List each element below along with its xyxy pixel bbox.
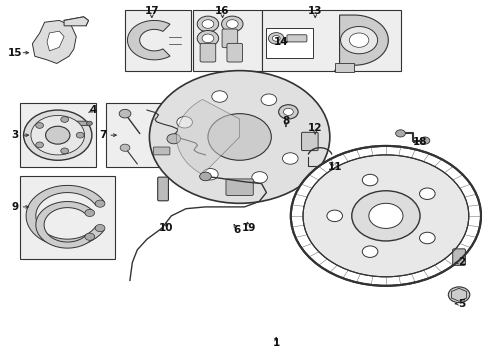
Text: 18: 18 — [412, 138, 427, 147]
Circle shape — [211, 91, 227, 102]
Text: 6: 6 — [233, 225, 240, 235]
Circle shape — [368, 203, 402, 228]
Polygon shape — [36, 202, 93, 248]
Text: 1: 1 — [272, 338, 279, 348]
Circle shape — [95, 200, 105, 207]
Circle shape — [202, 20, 213, 28]
Bar — [193, 10, 261, 71]
Text: 2: 2 — [457, 257, 464, 267]
Circle shape — [447, 287, 469, 303]
Circle shape — [351, 191, 419, 241]
Circle shape — [340, 27, 377, 54]
Circle shape — [95, 225, 105, 231]
Circle shape — [283, 108, 293, 116]
Circle shape — [221, 16, 243, 32]
Circle shape — [197, 31, 218, 46]
Text: 9: 9 — [12, 202, 19, 212]
FancyBboxPatch shape — [158, 177, 168, 201]
Bar — [20, 176, 115, 259]
Polygon shape — [334, 63, 353, 72]
Circle shape — [141, 24, 148, 30]
Circle shape — [31, 116, 84, 155]
Circle shape — [290, 146, 480, 286]
Text: 5: 5 — [457, 299, 464, 309]
Circle shape — [303, 155, 468, 277]
Polygon shape — [26, 185, 104, 246]
Circle shape — [261, 94, 276, 105]
Text: 11: 11 — [327, 162, 341, 172]
Circle shape — [153, 52, 161, 58]
Circle shape — [202, 34, 213, 42]
Circle shape — [419, 232, 434, 244]
FancyBboxPatch shape — [200, 43, 215, 62]
Circle shape — [268, 33, 284, 44]
Bar — [266, 28, 312, 58]
Circle shape — [149, 71, 329, 203]
FancyBboxPatch shape — [301, 132, 318, 150]
Circle shape — [119, 109, 131, 118]
Circle shape — [282, 153, 298, 164]
Bar — [20, 103, 96, 167]
Circle shape — [202, 168, 218, 180]
Circle shape — [86, 121, 92, 126]
Text: 8: 8 — [282, 116, 289, 126]
Circle shape — [85, 209, 95, 216]
Text: 4: 4 — [89, 105, 97, 115]
FancyBboxPatch shape — [75, 121, 88, 126]
Circle shape — [61, 117, 68, 122]
FancyBboxPatch shape — [225, 179, 253, 195]
Polygon shape — [64, 17, 88, 26]
FancyBboxPatch shape — [222, 29, 237, 48]
Bar — [261, 10, 400, 71]
Circle shape — [199, 172, 211, 181]
Circle shape — [272, 36, 280, 41]
Text: 16: 16 — [215, 6, 229, 17]
Polygon shape — [127, 21, 170, 60]
Text: 3: 3 — [12, 130, 19, 140]
Circle shape — [23, 110, 92, 160]
Text: 17: 17 — [144, 6, 159, 17]
Circle shape — [76, 132, 84, 138]
Circle shape — [226, 20, 238, 28]
Circle shape — [85, 233, 95, 240]
Text: 15: 15 — [8, 48, 22, 58]
Text: 7: 7 — [99, 130, 106, 140]
Circle shape — [362, 246, 377, 257]
Text: 12: 12 — [307, 123, 322, 133]
Text: 13: 13 — [307, 6, 322, 17]
Circle shape — [61, 148, 68, 154]
Circle shape — [120, 144, 130, 151]
Circle shape — [362, 174, 377, 186]
Circle shape — [36, 142, 43, 148]
Text: 19: 19 — [242, 224, 256, 233]
FancyBboxPatch shape — [226, 43, 242, 62]
Text: 14: 14 — [273, 37, 288, 47]
Circle shape — [348, 33, 368, 47]
Polygon shape — [339, 15, 387, 65]
Circle shape — [36, 123, 43, 129]
Bar — [125, 10, 190, 71]
FancyBboxPatch shape — [153, 147, 169, 155]
FancyBboxPatch shape — [452, 249, 465, 265]
Circle shape — [419, 137, 429, 144]
Circle shape — [45, 126, 70, 144]
Circle shape — [395, 130, 405, 137]
Circle shape — [177, 117, 192, 128]
Polygon shape — [176, 99, 239, 175]
Circle shape — [131, 42, 139, 48]
Circle shape — [419, 188, 434, 199]
Circle shape — [251, 172, 267, 183]
Text: 10: 10 — [159, 224, 173, 233]
Circle shape — [326, 210, 342, 222]
Circle shape — [197, 16, 218, 32]
Polygon shape — [47, 31, 64, 51]
Polygon shape — [32, 21, 76, 63]
Circle shape — [278, 105, 298, 119]
Bar — [105, 103, 193, 167]
FancyBboxPatch shape — [286, 35, 306, 42]
Circle shape — [166, 134, 180, 144]
Circle shape — [207, 114, 271, 160]
